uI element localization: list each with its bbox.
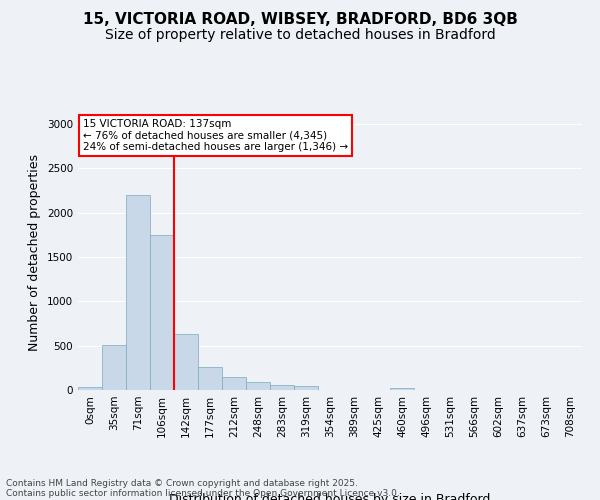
Bar xyxy=(174,334,198,390)
Bar xyxy=(78,388,102,390)
Text: Size of property relative to detached houses in Bradford: Size of property relative to detached ho… xyxy=(104,28,496,42)
Text: 15, VICTORIA ROAD, WIBSEY, BRADFORD, BD6 3QB: 15, VICTORIA ROAD, WIBSEY, BRADFORD, BD6… xyxy=(83,12,517,28)
Text: Contains HM Land Registry data © Crown copyright and database right 2025.: Contains HM Land Registry data © Crown c… xyxy=(6,478,358,488)
Bar xyxy=(270,385,294,390)
Bar xyxy=(150,235,174,390)
Bar xyxy=(246,382,270,390)
Bar xyxy=(198,367,222,390)
Y-axis label: Number of detached properties: Number of detached properties xyxy=(28,154,41,351)
X-axis label: Distribution of detached houses by size in Bradford: Distribution of detached houses by size … xyxy=(169,492,491,500)
Bar xyxy=(390,388,414,390)
Bar xyxy=(102,345,126,390)
Bar xyxy=(126,195,150,390)
Text: 15 VICTORIA ROAD: 137sqm
← 76% of detached houses are smaller (4,345)
24% of sem: 15 VICTORIA ROAD: 137sqm ← 76% of detach… xyxy=(83,119,348,152)
Bar xyxy=(222,376,246,390)
Bar xyxy=(294,386,318,390)
Text: Contains public sector information licensed under the Open Government Licence v3: Contains public sector information licen… xyxy=(6,488,400,498)
